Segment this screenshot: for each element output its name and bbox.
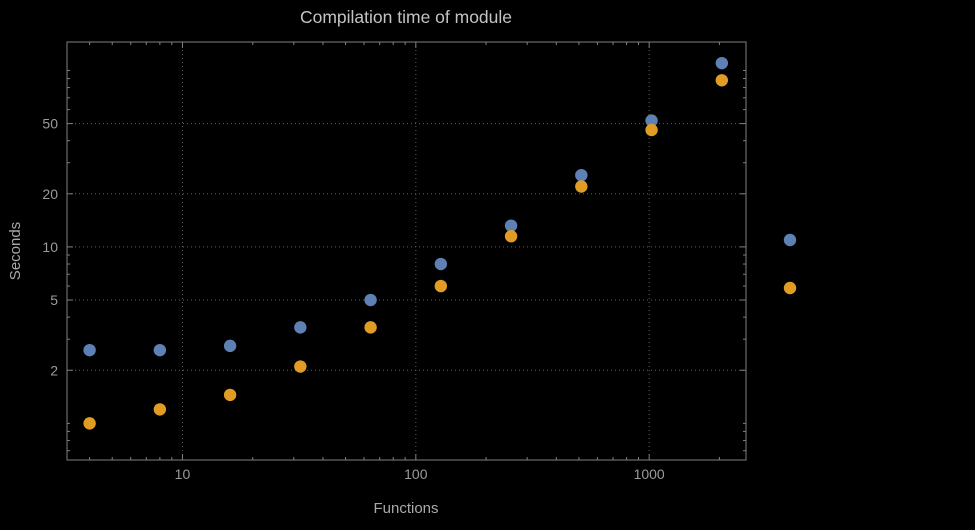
data-point-blue bbox=[223, 339, 237, 353]
x-tick-label: 1000 bbox=[634, 466, 665, 482]
data-point-blue bbox=[434, 257, 448, 271]
data-point-orange bbox=[715, 74, 729, 87]
data-point-orange bbox=[294, 360, 307, 373]
data-point-blue bbox=[645, 114, 658, 127]
tick-label-layer: 10 100 1000 2 5 10 20 50 bbox=[42, 116, 665, 482]
legend-marker-1 bbox=[783, 233, 797, 247]
y-tick-label: 5 bbox=[50, 292, 58, 308]
data-point-blue bbox=[294, 321, 307, 334]
data-point-orange bbox=[223, 388, 237, 402]
plot-frame bbox=[66, 41, 747, 461]
data-points-layer bbox=[83, 56, 729, 430]
data-point-orange bbox=[83, 417, 96, 430]
y-tick-label: 50 bbox=[42, 116, 58, 132]
data-point-blue bbox=[364, 293, 377, 307]
legend-marker-2 bbox=[783, 281, 797, 295]
y-axis-label: Seconds bbox=[7, 222, 24, 280]
chart-title: Compilation time of module bbox=[300, 7, 512, 27]
axis-tick-layer bbox=[67, 42, 746, 460]
data-point-orange bbox=[434, 279, 448, 293]
data-point-blue bbox=[153, 343, 167, 357]
data-point-orange bbox=[153, 403, 167, 416]
grid-layer bbox=[67, 42, 746, 460]
data-point-blue bbox=[83, 343, 96, 357]
data-point-blue bbox=[575, 168, 588, 182]
y-tick-label: 2 bbox=[50, 362, 58, 378]
data-point-orange bbox=[504, 230, 518, 243]
x-axis-label: Functions bbox=[373, 500, 438, 517]
y-tick-label: 20 bbox=[42, 186, 58, 202]
y-tick-label: 10 bbox=[42, 239, 58, 255]
data-point-blue bbox=[715, 56, 729, 70]
data-point-orange bbox=[364, 321, 377, 334]
x-tick-label: 10 bbox=[175, 466, 191, 482]
data-point-orange bbox=[575, 180, 588, 193]
x-tick-label: 100 bbox=[404, 466, 428, 482]
legend bbox=[783, 233, 797, 295]
data-point-orange bbox=[645, 123, 658, 137]
data-point-blue bbox=[504, 219, 518, 232]
